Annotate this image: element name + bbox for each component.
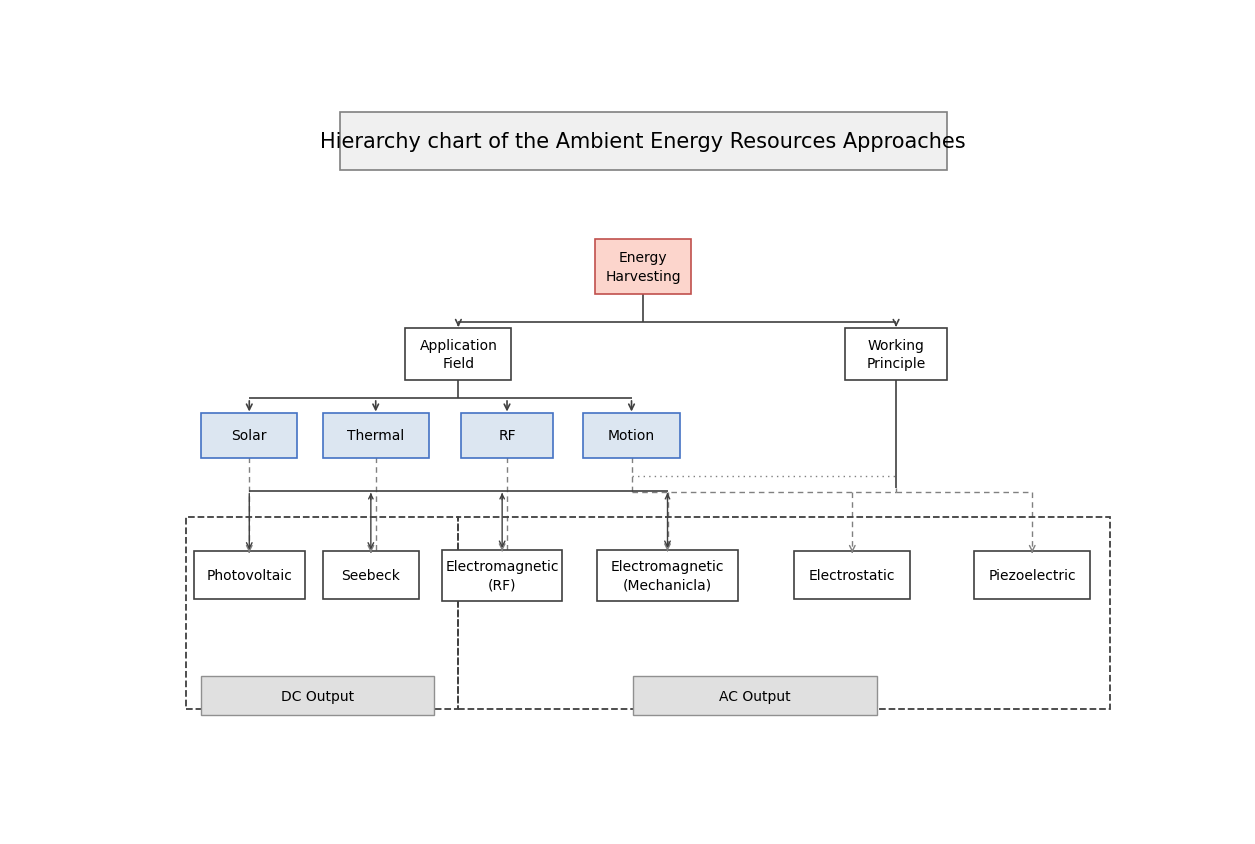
- FancyBboxPatch shape: [846, 329, 946, 381]
- Text: Photovoltaic: Photovoltaic: [206, 569, 292, 582]
- FancyBboxPatch shape: [584, 414, 680, 458]
- Bar: [634, 676, 877, 716]
- FancyBboxPatch shape: [442, 550, 562, 602]
- FancyBboxPatch shape: [201, 414, 297, 458]
- Text: Motion: Motion: [607, 429, 655, 443]
- Text: AC Output: AC Output: [719, 689, 791, 703]
- FancyBboxPatch shape: [405, 329, 511, 381]
- Bar: [201, 676, 434, 716]
- FancyBboxPatch shape: [794, 552, 910, 600]
- Text: Electromagnetic
(Mechanicla): Electromagnetic (Mechanicla): [611, 560, 724, 592]
- FancyBboxPatch shape: [193, 552, 305, 600]
- Text: Solar: Solar: [231, 429, 267, 443]
- FancyBboxPatch shape: [597, 550, 738, 602]
- Text: Electromagnetic
(RF): Electromagnetic (RF): [446, 560, 558, 592]
- FancyBboxPatch shape: [595, 240, 692, 295]
- Text: DC Output: DC Output: [281, 689, 354, 703]
- FancyBboxPatch shape: [323, 552, 419, 600]
- Text: Seebeck: Seebeck: [341, 569, 400, 582]
- Text: Thermal: Thermal: [348, 429, 404, 443]
- Text: Hierarchy chart of the Ambient Energy Resources Approaches: Hierarchy chart of the Ambient Energy Re…: [320, 132, 966, 152]
- Text: Electrostatic: Electrostatic: [809, 569, 896, 582]
- Text: Piezoelectric: Piezoelectric: [989, 569, 1076, 582]
- Text: Application
Field: Application Field: [419, 338, 497, 371]
- FancyBboxPatch shape: [462, 414, 552, 458]
- Text: Working
Principle: Working Principle: [866, 338, 926, 371]
- Bar: [458, 517, 1109, 709]
- Text: RF: RF: [498, 429, 516, 443]
- Text: Energy
Harvesting: Energy Harvesting: [605, 251, 681, 284]
- Bar: [186, 517, 458, 709]
- FancyBboxPatch shape: [323, 414, 429, 458]
- FancyBboxPatch shape: [974, 552, 1091, 600]
- FancyBboxPatch shape: [340, 112, 946, 170]
